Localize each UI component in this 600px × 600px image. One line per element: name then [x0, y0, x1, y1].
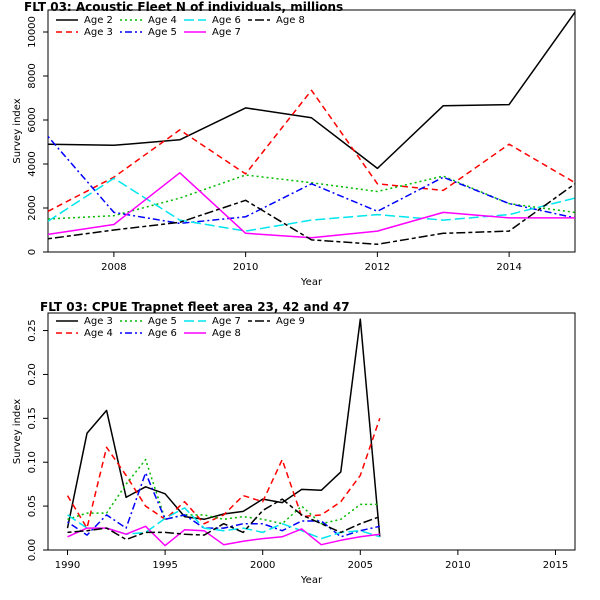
series-line-age-4 — [66, 418, 381, 529]
y-tick-label: 6000 — [27, 107, 38, 132]
series-line-age-8 — [47, 183, 576, 246]
series-line-age-7 — [47, 172, 575, 239]
x-tick-label: 2008 — [101, 262, 126, 273]
series-line-age-6 — [47, 177, 576, 232]
x-tick-label: 2012 — [365, 262, 390, 273]
y-tick-label: 2000 — [27, 195, 38, 220]
chart-title: FLT 03: CPUE Trapnet fleet area 23, 42 a… — [40, 300, 350, 314]
legend-label: Age 6 — [148, 328, 177, 339]
y-tick-label: 8000 — [27, 63, 38, 88]
legend-label: Age 7 — [212, 316, 241, 327]
chart-panel-1: FLT 03: Acoustic Fleet N of individuals,… — [12, 0, 576, 288]
series-line-age-3 — [66, 318, 381, 537]
legend-label: Age 5 — [148, 27, 177, 38]
y-tick-label: 0 — [27, 249, 38, 255]
series-line-age-5 — [47, 136, 576, 225]
x-tick-label: 2015 — [543, 560, 568, 571]
legend-label: Age 9 — [276, 316, 305, 327]
y-tick-label: 0.15 — [27, 407, 38, 429]
series-line-age-2 — [47, 11, 576, 170]
chart-panel-2: FLT 03: CPUE Trapnet fleet area 23, 42 a… — [12, 300, 576, 586]
x-tick-label: 1995 — [152, 560, 177, 571]
legend-label: Age 8 — [276, 15, 305, 26]
chart-title: FLT 03: Acoustic Fleet N of individuals,… — [24, 0, 343, 14]
y-tick-label: 0.25 — [27, 319, 38, 341]
y-tick-label: 4000 — [27, 151, 38, 176]
y-tick-label: 0.20 — [27, 363, 38, 385]
y-axis-label: Survey index — [12, 399, 23, 464]
y-axis-label: Survey index — [12, 98, 23, 163]
legend-label: Age 4 — [148, 15, 177, 26]
series-line-age-6 — [67, 472, 380, 538]
legend-label: Age 3 — [84, 316, 113, 327]
legend-label: Age 3 — [84, 27, 113, 38]
x-tick-label: 1990 — [55, 560, 80, 571]
series-line-age-9 — [67, 498, 381, 541]
y-tick-label: 0.05 — [27, 495, 38, 517]
x-tick-label: 2010 — [233, 262, 258, 273]
legend-label: Age 5 — [148, 316, 177, 327]
x-tick-label: 2014 — [496, 262, 521, 273]
plot-frame — [47, 9, 576, 253]
legend-label: Age 4 — [84, 328, 113, 339]
y-tick-label: 10000 — [27, 16, 38, 48]
series-line-age-4 — [47, 174, 576, 220]
x-axis-label: Year — [300, 575, 323, 586]
legend-label: Age 8 — [212, 328, 241, 339]
plot-frame — [47, 312, 576, 551]
x-tick-label: 2000 — [250, 560, 275, 571]
series-line-age-8 — [67, 525, 380, 547]
x-axis-label: Year — [300, 277, 323, 288]
y-tick-label: 0.00 — [27, 539, 38, 561]
x-tick-label: 2005 — [348, 560, 373, 571]
legend-label: Age 2 — [84, 15, 113, 26]
y-tick-label: 0.10 — [27, 451, 38, 473]
series-line-age-3 — [47, 89, 576, 212]
x-tick-label: 2010 — [445, 560, 470, 571]
legend-label: Age 7 — [212, 27, 241, 38]
legend-label: Age 6 — [212, 15, 241, 26]
